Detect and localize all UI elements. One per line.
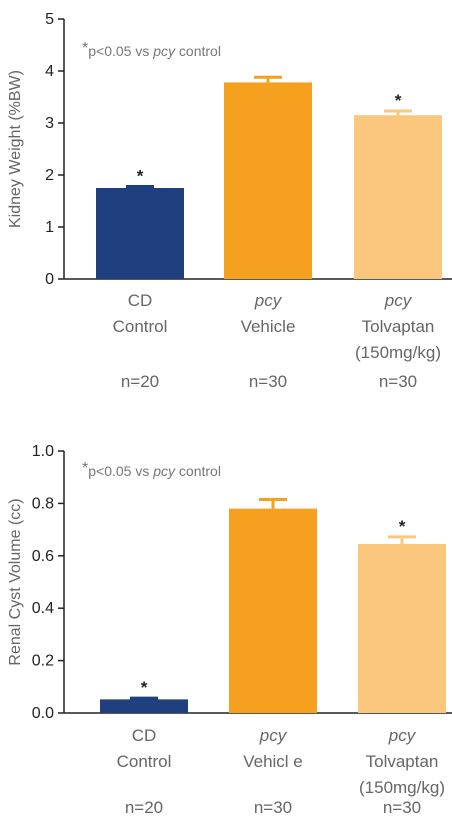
sample-size-label: n=20 — [121, 372, 159, 391]
category-label: CD — [128, 291, 153, 310]
bar — [354, 115, 442, 279]
category-label: (150mg/kg) — [355, 343, 441, 362]
sample-size-label: n=30 — [379, 372, 417, 391]
category-label: Tolvaptan — [366, 752, 439, 771]
y-tick-label: 0.0 — [32, 705, 54, 722]
category-label: pcy — [388, 726, 417, 745]
sample-size-label: n=30 — [249, 372, 287, 391]
chart-panel-2: 0.0 0.2 0.4 0.6 0.8 1.0 Renal Cyst Volume (cc)… — [7, 443, 452, 817]
y-axis-label: Kidney Weight (%BW) — [7, 70, 24, 228]
category-label: Tolvaptan — [362, 317, 435, 336]
sample-size-label: n=20 — [125, 798, 163, 817]
sample-size-label: n=30 — [254, 798, 292, 817]
significance-star: * — [137, 166, 144, 185]
y-tick-label: 0.6 — [32, 548, 54, 565]
category-label: Control — [117, 752, 172, 771]
category-label: (150mg/kg) — [359, 778, 445, 797]
y-tick-label: 3 — [45, 115, 54, 132]
y-tick-label: 4 — [45, 63, 54, 80]
y-tick-label: 0.8 — [32, 495, 54, 512]
bar — [358, 544, 446, 713]
y-tick-label: 1.0 — [32, 443, 54, 460]
y-tick-label: 0.4 — [32, 600, 54, 617]
chart-panel-1: 0 1 2 3 4 5 Kidney Weight (%BW) *p<0.05 vs pcy … — [7, 11, 452, 391]
significance-note: *p<0.05 vs pcy control — [82, 460, 221, 479]
category-label: Vehicl e — [243, 752, 303, 771]
significance-star: * — [141, 678, 148, 697]
y-axis-label: Renal Cyst Volume (cc) — [7, 498, 24, 665]
y-tick-label: 0 — [45, 271, 54, 288]
significance-note: *p<0.05 vs pcy control — [82, 40, 221, 59]
y-tick-label: 2 — [45, 167, 54, 184]
bar — [96, 188, 184, 279]
category-label: Control — [113, 317, 168, 336]
bar — [100, 699, 188, 713]
bar — [229, 509, 317, 713]
category-label: pcy — [259, 726, 288, 745]
bar — [224, 82, 312, 279]
category-label: Vehicle — [241, 317, 296, 336]
y-tick-label: 1 — [45, 219, 54, 236]
sample-size-label: n=30 — [383, 798, 421, 817]
category-label: pcy — [384, 291, 413, 310]
significance-star: * — [399, 517, 406, 536]
category-label: CD — [132, 726, 157, 745]
significance-star: * — [395, 91, 402, 110]
y-tick-label: 5 — [45, 11, 54, 28]
y-tick-label: 0.2 — [32, 653, 54, 670]
category-label: pcy — [254, 291, 283, 310]
